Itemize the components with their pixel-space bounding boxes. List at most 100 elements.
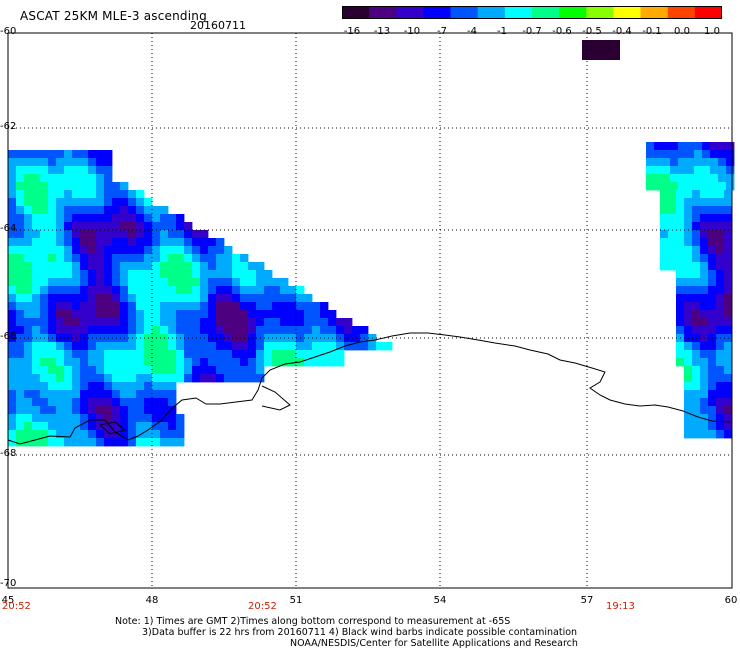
data-cell	[24, 374, 33, 383]
data-cell	[160, 382, 169, 391]
data-cell	[256, 318, 265, 327]
data-cell	[152, 422, 161, 431]
data-cell	[112, 390, 121, 399]
data-cell	[168, 270, 177, 279]
data-cell	[48, 302, 57, 311]
data-cell	[104, 230, 113, 239]
data-cell	[40, 390, 49, 399]
data-cell	[48, 326, 57, 335]
data-cell	[72, 262, 81, 271]
data-cell	[120, 326, 129, 335]
data-cell	[80, 246, 89, 255]
data-cell	[72, 342, 81, 351]
data-cell	[280, 294, 289, 303]
data-cell	[718, 166, 727, 175]
data-cell	[24, 326, 33, 335]
data-cell	[168, 294, 177, 303]
data-cell	[136, 190, 145, 199]
data-cell	[192, 254, 201, 263]
colorbar-tick-label: -10	[403, 26, 421, 37]
longitude-label: 48	[145, 595, 159, 606]
data-cell	[700, 246, 709, 255]
data-cell	[216, 302, 225, 311]
data-cell	[168, 230, 177, 239]
data-cell	[184, 230, 193, 239]
data-cell	[32, 270, 41, 279]
data-cell	[88, 190, 97, 199]
data-cell	[88, 398, 97, 407]
data-cell	[224, 310, 233, 319]
data-cell	[8, 374, 17, 383]
data-cell	[296, 302, 305, 311]
data-cell	[208, 246, 217, 255]
data-cell	[646, 166, 655, 175]
data-cell	[176, 326, 185, 335]
data-cell	[8, 414, 17, 423]
data-cell	[200, 342, 209, 351]
data-cell	[280, 286, 289, 295]
data-cell	[48, 422, 57, 431]
data-cell	[296, 318, 305, 327]
data-cell	[312, 318, 321, 327]
data-cell	[660, 262, 669, 271]
plot-frame	[7, 32, 733, 589]
data-cell	[724, 230, 733, 239]
data-cell	[724, 214, 733, 223]
data-cell	[56, 246, 65, 255]
data-cell	[724, 390, 733, 399]
data-cell	[272, 278, 281, 287]
data-cell	[24, 358, 33, 367]
data-cell	[120, 430, 129, 439]
data-cell	[56, 382, 65, 391]
data-cell	[256, 358, 265, 367]
data-cell	[144, 422, 153, 431]
data-cell	[72, 414, 81, 423]
data-cell	[104, 158, 113, 167]
data-cell	[128, 390, 137, 399]
data-cell	[32, 150, 41, 159]
data-cell	[120, 398, 129, 407]
data-cell	[232, 262, 241, 271]
data-cell	[248, 262, 257, 271]
data-cell	[272, 302, 281, 311]
data-cell	[64, 302, 73, 311]
data-cell	[708, 278, 717, 287]
data-cell	[64, 174, 73, 183]
data-cell	[240, 270, 249, 279]
data-cell	[24, 190, 33, 199]
data-cell	[678, 158, 687, 167]
data-cell	[8, 158, 17, 167]
data-cell	[676, 350, 685, 359]
data-cell	[104, 398, 113, 407]
data-cell	[16, 310, 25, 319]
data-cell	[144, 238, 153, 247]
data-cell	[120, 438, 129, 447]
data-cell	[678, 174, 687, 183]
data-cell	[692, 310, 701, 319]
data-cell	[160, 238, 169, 247]
data-cell	[692, 414, 701, 423]
data-cell	[192, 326, 201, 335]
data-cell	[654, 166, 663, 175]
data-cell	[56, 254, 65, 263]
data-cell	[684, 238, 693, 247]
data-cell	[136, 270, 145, 279]
data-cell	[24, 166, 33, 175]
data-cell	[152, 382, 161, 391]
data-cell	[40, 270, 49, 279]
data-cell	[240, 374, 249, 383]
data-cell	[192, 230, 201, 239]
data-cell	[104, 166, 113, 175]
data-cell	[708, 422, 717, 431]
data-cell	[360, 342, 369, 351]
data-cell	[64, 230, 73, 239]
data-cell	[40, 174, 49, 183]
data-cell	[16, 406, 25, 415]
data-cell	[16, 198, 25, 207]
data-cell	[48, 238, 57, 247]
data-cell	[104, 294, 113, 303]
data-cell	[232, 358, 241, 367]
latitude-label: -62	[0, 121, 17, 132]
data-cell	[104, 438, 113, 447]
data-cell	[224, 270, 233, 279]
